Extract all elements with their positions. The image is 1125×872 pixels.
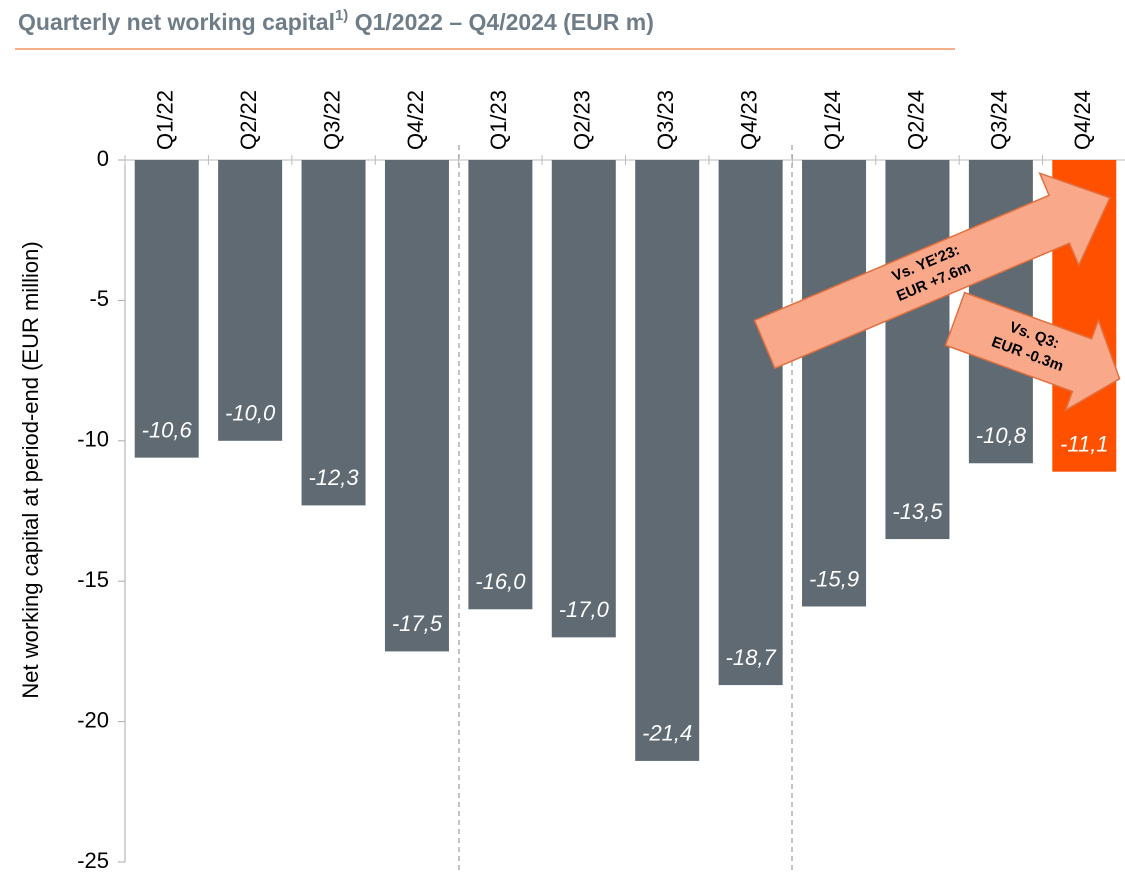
title-main: Quarterly net working capital [18,9,335,35]
x-tick-label: Q1/22 [153,90,178,150]
bar [718,160,783,686]
bar [301,160,366,506]
bar [551,160,616,638]
bar [384,160,449,652]
value-label: -16,0 [475,569,526,594]
y-tick-label: 0 [97,146,109,171]
x-tick-label: Q4/22 [403,90,428,150]
annotation-arrow: Vs. YE'23: EUR +7.6m [753,171,1111,370]
value-label: -17,5 [392,611,443,636]
y-tick-label: -5 [89,286,109,311]
arrow-shape [753,171,1111,370]
y-axis-label: Net working capital at period-end (EUR m… [18,241,43,698]
x-tick-label: Q3/24 [987,90,1012,150]
arrow-shape [944,291,1121,412]
x-tick-label: Q2/24 [903,90,928,150]
bar [218,160,283,441]
value-label: -10,8 [976,423,1027,448]
bar [802,160,867,607]
value-label: -18,7 [726,645,777,670]
value-label: -10,0 [225,401,276,426]
y-tick-label: -15 [77,567,109,592]
value-label: -11,1 [1060,432,1109,457]
y-tick-label: -25 [77,848,109,872]
x-tick-label: Q2/23 [570,90,595,150]
x-tick-label: Q4/23 [736,90,761,150]
title-superscript: 1) [335,7,348,24]
value-label: -12,3 [308,465,359,490]
x-tick-label: Q4/24 [1070,90,1095,150]
y-tick-label: -10 [77,427,109,452]
x-tick-label: Q2/22 [236,90,261,150]
bar [468,160,533,610]
bar [635,160,700,761]
x-tick-label: Q3/22 [319,90,344,150]
annotation-arrow: Vs. Q3: EUR -0.3m [944,291,1121,412]
bar [134,160,199,458]
chart-title: Quarterly net working capital1) Q1/2022 … [18,7,654,35]
value-label: -21,4 [642,721,692,746]
x-tick-label: Q1/24 [820,90,845,150]
value-label: -10,6 [142,417,193,442]
plot: 0 -5 -10 -15 -20 -25 Q1/22 -10,6 Q2/22 -10,0 Q3/22… [77,90,1125,872]
value-label: -17,0 [559,597,610,622]
bar [885,160,950,540]
y-tick-label: -20 [77,707,109,732]
value-label: -13,5 [892,499,943,524]
title-suffix: Q1/2022 – Q4/2024 (EUR m) [348,9,654,35]
x-tick-label: Q1/23 [486,90,511,150]
x-tick-label: Q3/23 [653,90,678,150]
value-label: -15,9 [809,566,859,591]
